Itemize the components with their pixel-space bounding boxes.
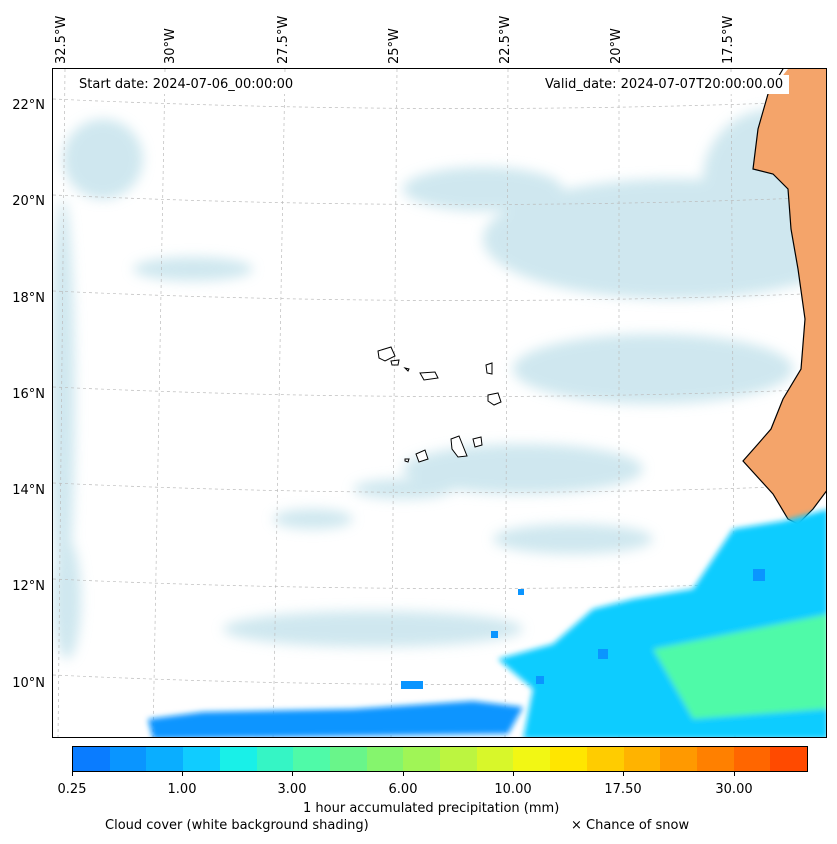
lon-label-30w: 30°W [163,28,178,64]
lat-label-16n: 16°N [12,387,45,402]
cloud-cover-shading [53,109,826,659]
colorbar-segment-13 [550,747,587,771]
lat-label-20n: 20°N [12,194,45,209]
lon-label-25w: 25°W [387,28,402,64]
precipitation-specks [401,569,765,689]
colorbar-segment-16 [660,747,697,771]
lat-label-14n: 14°N [12,483,45,498]
lon-label-27-5w: 27.5°W [276,15,291,64]
lat-label-12n: 12°N [12,579,45,594]
lat-label-18n: 18°N [12,291,45,306]
colorbar-segment-0 [73,747,110,771]
lat-label-22n: 22°N [12,98,45,113]
precipitation-field [148,509,826,737]
colorbar-segment-3 [183,747,220,771]
map-canvas [53,69,826,737]
colorbar-segment-1 [109,747,147,771]
valid-date-label: Valid_date: 2024-07-07T20:00:00.00 [539,75,790,94]
colorbar-segment-15 [623,747,661,771]
colorbar-segment-19 [770,747,808,771]
colorbar-segment-4 [219,747,257,771]
colorbar-segment-6 [293,747,330,771]
colorbar-segment-5 [256,747,294,771]
colorbar-segment-12 [513,747,551,771]
colorbar-segment-18 [733,747,771,771]
colorbar-segment-7 [329,747,367,771]
africa-landmass [743,69,826,524]
start-date-label: Start date: 2024-07-06_00:00:00 [73,75,300,94]
lat-label-10n: 10°N [12,676,45,691]
lon-label-20w: 20°W [609,28,624,64]
colorbar-segment-9 [403,747,441,771]
colorbar-tick-4: 10.00 [494,782,532,797]
cloud-cover-note: Cloud cover (white background shading) [105,818,369,833]
snow-chance-note: × Chance of snow [571,818,690,833]
colorbar-segment-11 [476,747,514,771]
colorbar-segment-14 [586,747,624,771]
lon-label-22-5w: 22.5°W [498,15,513,64]
colorbar-tick-3: 6.00 [388,782,418,797]
colorbar-tick-6: 30.00 [715,782,753,797]
colorbar-tick-5: 17.50 [604,782,642,797]
colorbar-tick-1: 1.00 [167,782,197,797]
colorbar-segment-2 [146,747,184,771]
lon-label-17-5w: 17.5°W [721,15,736,64]
colorbar-tick-0: 0.25 [57,782,87,797]
colorbar-segment-10 [440,747,477,771]
colorbar-segment-8 [366,747,404,771]
cape-verde-islands [377,346,502,463]
map-panel[interactable] [52,68,827,738]
precipitation-colorbar [72,746,808,772]
africa-coastline [742,69,826,525]
lon-label-32-5w: 32.5°W [54,15,69,64]
colorbar-tick-2: 3.00 [277,782,307,797]
colorbar-segment-17 [696,747,734,771]
colorbar-label: 1 hour accumulated precipitation (mm) [303,801,560,816]
